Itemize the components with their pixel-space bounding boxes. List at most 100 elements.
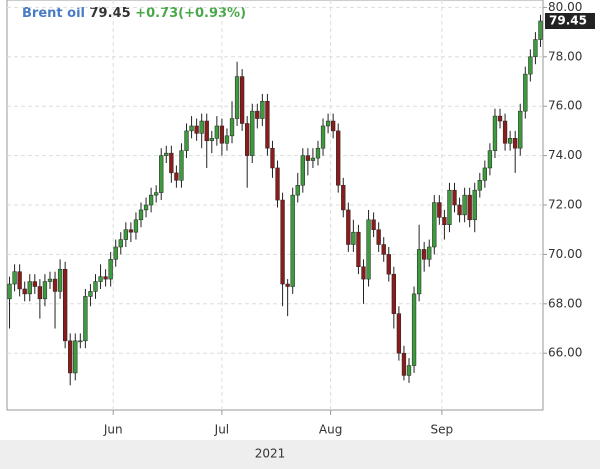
candle-body: [133, 219, 139, 233]
x-tick-label: Sep: [431, 423, 454, 437]
candle-body: [346, 209, 351, 245]
candle-body: [518, 110, 523, 149]
candle-body: [12, 271, 17, 285]
candle-body: [88, 291, 93, 297]
candle-body: [280, 199, 285, 285]
candle-body: [366, 219, 371, 280]
candle-body: [310, 157, 316, 161]
y-tick-label: 80.00: [548, 0, 582, 14]
last-price-box: [545, 12, 595, 29]
candle-body: [68, 340, 73, 374]
candle-body: [164, 152, 169, 156]
candle-body: [472, 189, 477, 221]
candle-body: [371, 219, 376, 230]
candle-body: [452, 189, 457, 206]
candle-body: [148, 194, 154, 206]
candle-body: [386, 254, 391, 275]
x-tick-label: Aug: [319, 423, 342, 437]
candle-body: [128, 229, 134, 233]
y-tick-label: 74.00: [548, 148, 582, 162]
candle-body: [199, 120, 204, 134]
title-name: Brent oil: [22, 6, 85, 21]
candle-body: [482, 167, 487, 181]
candle-body: [513, 138, 518, 149]
candle-body: [73, 340, 78, 374]
candle-body: [315, 147, 321, 159]
candle-body: [250, 110, 255, 156]
y-tick-label: 68.00: [548, 296, 582, 310]
candle-body: [32, 281, 37, 287]
candle-body: [93, 281, 98, 292]
candle-body: [401, 352, 407, 376]
candle-body: [42, 281, 48, 300]
candle-body: [239, 76, 245, 124]
candle-body: [224, 135, 230, 144]
candle-body: [528, 56, 533, 75]
candle-body: [52, 278, 58, 292]
candle-body: [37, 286, 43, 300]
candle-body: [467, 194, 472, 221]
candle-body: [457, 204, 462, 216]
candle-body: [159, 155, 164, 193]
candle-body: [219, 125, 225, 144]
candle-body: [325, 120, 331, 127]
candle-body: [103, 276, 108, 280]
chart-title: Brent oil 79.45 +0.73(+0.93%): [22, 6, 246, 21]
candle-body: [275, 167, 280, 201]
candle-body: [118, 239, 123, 248]
candle-body: [300, 155, 305, 186]
candle-body: [83, 296, 88, 342]
candle-body: [320, 125, 326, 149]
candle-body: [143, 204, 149, 211]
candle-body: [427, 246, 432, 260]
candle-body: [270, 147, 275, 169]
candle-body: [123, 229, 128, 240]
candle-body: [533, 39, 538, 58]
candle-body: [194, 125, 199, 134]
candle-body: [214, 125, 219, 139]
candle-body: [98, 276, 103, 282]
candle-body: [437, 202, 442, 218]
candle-body: [189, 125, 194, 132]
title-change: +0.73(+0.93%): [135, 6, 246, 21]
candle-body: [351, 231, 356, 245]
y-tick-label: 72.00: [548, 198, 582, 212]
candle-body: [305, 155, 311, 161]
candle-body: [204, 120, 209, 142]
candle-body: [27, 281, 32, 295]
candle-body: [7, 283, 12, 300]
candle-body: [487, 150, 493, 169]
candle-body: [295, 184, 300, 196]
candle-body: [78, 340, 83, 343]
candle-body: [442, 217, 447, 226]
candle-body: [265, 101, 270, 149]
x-axis-label: 2021: [255, 447, 286, 461]
candle-body: [422, 249, 427, 260]
y-tick-label: 76.00: [548, 99, 582, 113]
candle-body: [229, 118, 235, 137]
candle-body: [492, 115, 498, 151]
last-price-label: 79.45: [549, 13, 587, 27]
candle-body: [411, 293, 417, 366]
candle-body: [381, 244, 386, 255]
candle-body: [184, 130, 189, 151]
grid: [7, 0, 543, 410]
candle-body: [245, 123, 250, 156]
candle-body: [396, 313, 402, 354]
candle-body: [17, 271, 22, 290]
candle-body: [416, 249, 422, 295]
candle-body: [138, 209, 144, 221]
candle-body: [47, 278, 53, 282]
candle-body: [376, 229, 381, 245]
candle-body: [234, 76, 240, 119]
candle-body: [391, 273, 396, 314]
candle-body: [477, 180, 482, 191]
candle-body: [255, 110, 260, 119]
candle-body: [113, 246, 118, 260]
y-tick-label: 70.00: [548, 247, 582, 261]
candle-body: [406, 365, 412, 376]
candle-body: [260, 101, 265, 119]
candle-body: [108, 259, 113, 280]
candle-body: [538, 20, 543, 40]
